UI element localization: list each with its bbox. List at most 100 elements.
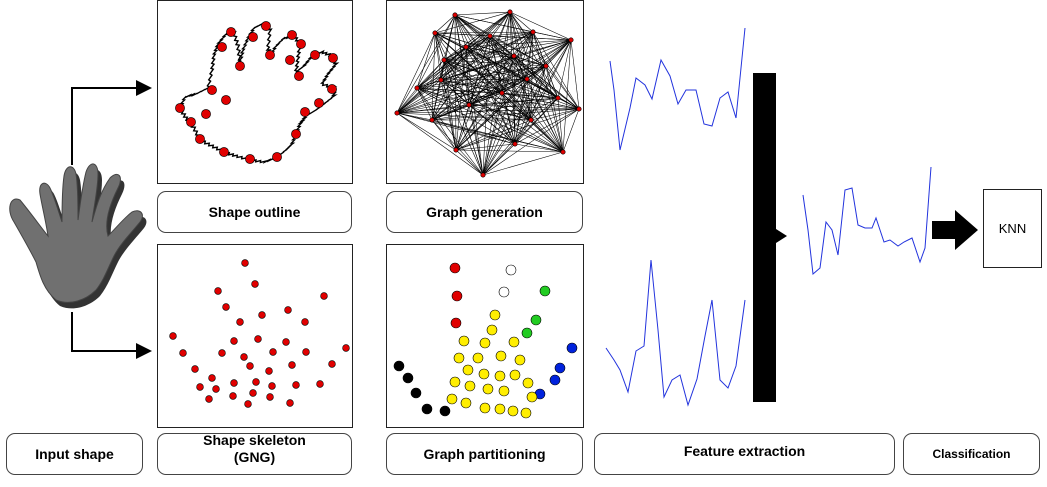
partition-nodes (393, 262, 578, 419)
graph-node (511, 53, 517, 59)
partition-node-yellow (520, 407, 532, 419)
skeleton-nodes (169, 259, 350, 408)
skeleton-node (236, 318, 244, 326)
partition-node-blue (549, 374, 561, 386)
outline-node (314, 98, 324, 108)
partition-node-green (530, 314, 542, 326)
skeleton-node (320, 292, 328, 300)
graph-node (466, 102, 472, 108)
partition-node-yellow (449, 376, 461, 388)
graph-node (555, 95, 561, 101)
skeleton-node (342, 344, 350, 352)
graph-node (429, 117, 435, 123)
branch-arrows (71, 80, 152, 359)
partition-node-black (410, 387, 422, 399)
partition-node-yellow (472, 352, 484, 364)
outline-node (235, 61, 245, 71)
outline-node (328, 53, 338, 63)
outline-node (217, 42, 227, 52)
skeleton-node (212, 385, 220, 393)
shape-skeleton-label: Shape skeleton (GNG) (157, 432, 352, 475)
skeleton-node (196, 383, 204, 391)
partition-node-yellow (446, 393, 458, 405)
skeleton-node (288, 361, 296, 369)
skeleton-node (252, 378, 260, 386)
outline-node (327, 84, 337, 94)
skeleton-node (316, 380, 324, 388)
graph-node (453, 147, 459, 153)
outline-node (226, 27, 236, 37)
shape-outline-label: Shape outline (157, 191, 352, 233)
outline-node (310, 50, 320, 60)
partition-node-yellow (453, 352, 465, 364)
partition-node-yellow (482, 383, 494, 395)
skeleton-node (230, 379, 238, 387)
shape-outline-graphic (175, 21, 340, 164)
outline-node (300, 107, 310, 117)
outline-node (245, 154, 255, 164)
partition-node-yellow (498, 385, 510, 397)
input-hand-icon (9, 163, 147, 309)
feature-signal-merged (802, 166, 932, 275)
skeleton-node (292, 381, 300, 389)
feature-signal-top (609, 27, 746, 151)
graph-node (560, 149, 566, 155)
partition-node-yellow (514, 354, 526, 366)
skeleton-node (249, 389, 257, 397)
outline-node (219, 147, 229, 157)
graph-node (463, 44, 469, 50)
graph-generation-label: Graph generation (386, 191, 583, 233)
partition-node-blue (566, 342, 578, 354)
skeleton-node (284, 306, 292, 314)
partition-node-red (450, 317, 462, 329)
shape-skeleton-panel (157, 244, 353, 428)
skeleton-node (169, 332, 177, 340)
skeleton-node (205, 395, 213, 403)
graph-node (507, 9, 513, 15)
outline-node (265, 50, 275, 60)
feature-signal-bottom (605, 259, 746, 407)
outline-node (287, 30, 297, 40)
outline-node (201, 109, 211, 119)
graph-node (480, 172, 486, 178)
skeleton-node (241, 259, 249, 267)
partition-node-yellow (478, 368, 490, 380)
partition-node-black (393, 360, 405, 372)
outline-node (207, 85, 217, 95)
graph-node (568, 37, 574, 43)
partition-node-white (498, 286, 510, 298)
classification-label: Classification (903, 433, 1040, 475)
skeleton-node (258, 311, 266, 319)
outline-node (291, 129, 301, 139)
skeleton-node (222, 303, 230, 311)
graph-node (524, 76, 530, 82)
skeleton-node (266, 393, 274, 401)
skeleton-node (214, 287, 222, 295)
partition-node-white (505, 264, 517, 276)
skeleton-node (282, 338, 290, 346)
outline-node (285, 55, 295, 65)
graph-node (394, 110, 400, 116)
graph-node (576, 106, 582, 112)
partition-node-black (402, 372, 414, 384)
graph-node (528, 117, 534, 123)
graph-node (487, 33, 493, 39)
graph-node (441, 57, 447, 63)
graph-node (452, 12, 458, 18)
skeleton-node (254, 335, 262, 343)
feature-extraction-label: Feature extraction (594, 433, 895, 475)
partition-node-blue (554, 362, 566, 374)
skeleton-node (269, 348, 277, 356)
skeleton-node (218, 349, 226, 357)
graph-node (432, 30, 438, 36)
skeleton-node (265, 367, 273, 375)
outline-node (221, 95, 231, 105)
skeleton-node (229, 392, 237, 400)
skeleton-node (328, 360, 336, 368)
graph-partitioning-label: Graph partitioning (386, 433, 583, 475)
partition-node-yellow (526, 391, 538, 403)
outline-node (272, 152, 282, 162)
input-shape-label: Input shape (6, 433, 143, 475)
skeleton-node (268, 382, 276, 390)
skeleton-node (251, 280, 259, 288)
